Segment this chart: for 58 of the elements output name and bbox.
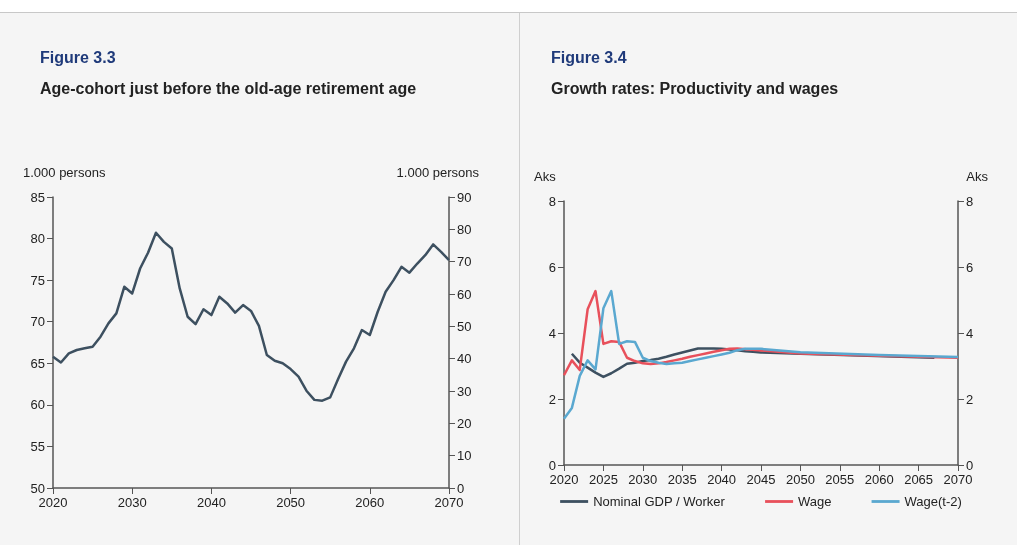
y-axis-title: Aks — [534, 169, 557, 184]
y2-axis-title: 1.000 persons — [396, 165, 480, 180]
x-tick-label: 2020 — [549, 472, 579, 487]
y-axis-title: 1.000 persons — [23, 165, 106, 180]
x-tick-label: 2030 — [628, 472, 658, 487]
y2-tick-label: 20 — [457, 415, 472, 431]
y-tick-label: 0 — [548, 457, 556, 473]
y2-tick-label: 4 — [966, 325, 974, 341]
y-tick-label: 2 — [548, 391, 556, 407]
y-tick-label: 70 — [30, 314, 45, 330]
x-tick-label: 2065 — [904, 472, 934, 487]
y2-tick-label: 70 — [457, 254, 472, 270]
y2-tick-label: 40 — [457, 351, 472, 367]
chart-title: Figure 3.3 — [40, 49, 116, 67]
y-tick-label: 65 — [30, 355, 45, 371]
y2-tick-label: 6 — [966, 259, 974, 275]
x-tick-label: 2070 — [434, 495, 464, 510]
x-tick-label: 2040 — [707, 472, 737, 487]
legend-label: Wage — [798, 494, 832, 509]
y2-tick-label: 8 — [966, 193, 974, 209]
y-tick-label: 6 — [548, 259, 556, 275]
x-tick-label: 2070 — [943, 472, 973, 487]
y2-axis-title: Aks — [966, 169, 989, 184]
line-series — [51, 231, 451, 402]
y2-tick-label: 2 — [966, 391, 974, 407]
x-tick-label: 2030 — [117, 495, 147, 510]
x-tick-label: 2060 — [864, 472, 894, 487]
y-tick-label: 75 — [30, 272, 45, 288]
y-tick-label: 80 — [30, 231, 45, 247]
x-tick-label: 2055 — [825, 472, 855, 487]
x-tick-label: 2050 — [785, 472, 815, 487]
y-tick-label: 4 — [548, 325, 556, 341]
y-tick-label: 8 — [548, 193, 556, 209]
y2-tick-label: 50 — [457, 318, 472, 334]
line-series — [562, 289, 960, 421]
legend-label: Wage(t-2) — [904, 494, 962, 509]
y-tick-label: 50 — [30, 480, 45, 496]
x-tick-label: 2025 — [588, 472, 618, 487]
y2-tick-label: 30 — [457, 383, 472, 399]
x-tick-label: 2060 — [355, 495, 385, 510]
y2-tick-label: 0 — [457, 480, 465, 496]
y-tick-label: 60 — [30, 397, 45, 413]
chart-subtitle: Growth rates: Productivity and wages — [551, 79, 840, 99]
y2-tick-label: 0 — [966, 457, 974, 473]
y2-tick-label: 60 — [457, 286, 472, 302]
x-tick-label: 2045 — [746, 472, 776, 487]
y-tick-label: 55 — [30, 438, 45, 454]
x-tick-label: 2040 — [196, 495, 226, 510]
y2-tick-label: 10 — [457, 448, 472, 464]
y-tick-label: 85 — [30, 189, 45, 205]
x-tick-label: 2035 — [667, 472, 697, 487]
chart-subtitle: Age-cohort just before the old-age retirement age — [40, 79, 418, 99]
y2-tick-label: 80 — [457, 221, 472, 237]
legend-label: Nominal GDP / Worker — [593, 494, 726, 509]
x-tick-label: 2020 — [38, 495, 68, 510]
chart-title: Figure 3.4 — [551, 49, 627, 67]
x-tick-label: 2050 — [276, 495, 306, 510]
y2-tick-label: 90 — [457, 189, 472, 205]
